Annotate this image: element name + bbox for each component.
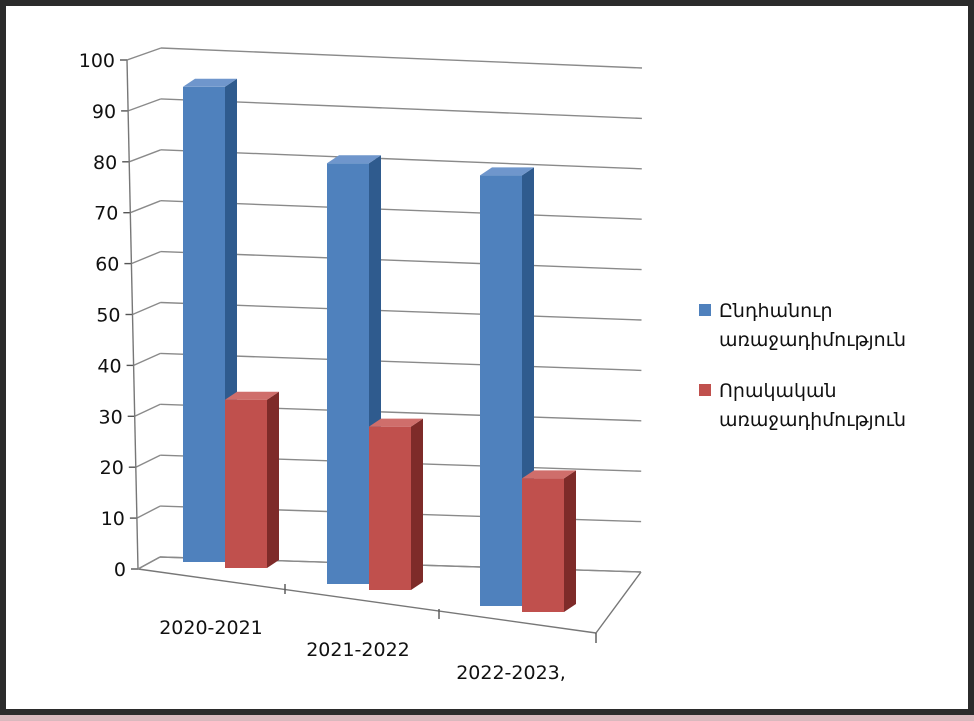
bar-side-2-2022-2023, (564, 470, 576, 612)
bar-top-1-2020-2021 (183, 78, 237, 87)
y-tick-label-3: 30 (99, 406, 123, 428)
bar-2-2021-2022 (369, 426, 411, 590)
x-category-label-2: 2022-2023, (456, 662, 566, 684)
y-tick-label-5: 50 (96, 305, 120, 327)
legend-label-series-1-line1: Ընդհանուր (719, 300, 832, 322)
y-tick-label-2: 20 (100, 457, 124, 479)
bar-side-2-2020-2021 (267, 391, 279, 568)
bar-top-1-2021-2022 (327, 155, 381, 164)
legend-swatch-series-2 (699, 384, 711, 396)
gridline-7 (160, 200, 642, 220)
y-tick-label-10: 100 (79, 50, 115, 72)
bar-1-2020-2021 (183, 86, 225, 563)
bar-top-2-2020-2021 (225, 391, 279, 400)
bar-chart-3d: 0 10 20 30 40 50 60 70 80 90 100 2020-2021 2021-2022… (79, 47, 906, 684)
y-tick-label-8: 80 (93, 152, 117, 174)
bar-side-2-2021-2022 (411, 418, 423, 590)
bar-top-2-2022-2023, (522, 470, 576, 479)
chart-legend: Ընդհանուր առաջադիմություն Որակական առաջա… (699, 300, 906, 431)
legend-label-series-2-line1: Որակական (719, 380, 837, 402)
legend-label-series-2-line2: առաջադիմություն (719, 409, 906, 431)
gridline-side-3 (134, 403, 161, 417)
gridline-9 (160, 98, 642, 120)
y-tick-label-1: 10 (101, 508, 125, 530)
floor-left-edge (137, 556, 161, 570)
legend-swatch-series-1 (699, 304, 711, 316)
y-axis-line (126, 59, 139, 570)
gridline-side-2 (135, 454, 161, 468)
gridline-10 (160, 47, 643, 69)
x-category-label-1: 2021-2022 (306, 639, 410, 661)
bar-top-2-2021-2022 (369, 418, 423, 427)
chart-labels: 0 10 20 30 40 50 60 70 80 90 100 2020-2021 2021-2022… (79, 50, 566, 684)
gridline-side-9 (127, 98, 162, 112)
bar-2-2022-2023, (522, 478, 564, 612)
gridline-side-5 (132, 301, 161, 316)
legend-label-series-1-line2: առաջադիմություն (719, 329, 906, 351)
y-tick-label-0: 0 (114, 559, 126, 581)
y-tick-label-9: 90 (92, 101, 116, 123)
bar-1-2022-2023, (480, 175, 522, 606)
gridline-side-7 (130, 200, 161, 214)
gridline-8 (160, 149, 642, 170)
x-category-label-0: 2020-2021 (159, 617, 263, 639)
x-axis-right-edge (595, 571, 642, 634)
y-tick-label-4: 40 (97, 355, 121, 377)
gridline-4 (160, 352, 642, 372)
gridline-side-8 (128, 149, 162, 163)
chart-bars (183, 78, 576, 612)
gridline-side-4 (133, 352, 161, 367)
x-axis-front-edge (137, 568, 597, 634)
bar-2-2020-2021 (225, 399, 267, 568)
gridline-side-10 (126, 47, 162, 61)
y-tick-label-7: 70 (94, 203, 118, 225)
gridline-5 (160, 301, 642, 321)
y-tick-label-6: 60 (95, 254, 119, 276)
gridline-side-1 (136, 505, 161, 519)
gridline-6 (160, 250, 642, 271)
bar-top-1-2022-2023, (480, 167, 534, 176)
gridline-side-6 (131, 250, 161, 265)
bar-1-2021-2022 (327, 163, 369, 584)
